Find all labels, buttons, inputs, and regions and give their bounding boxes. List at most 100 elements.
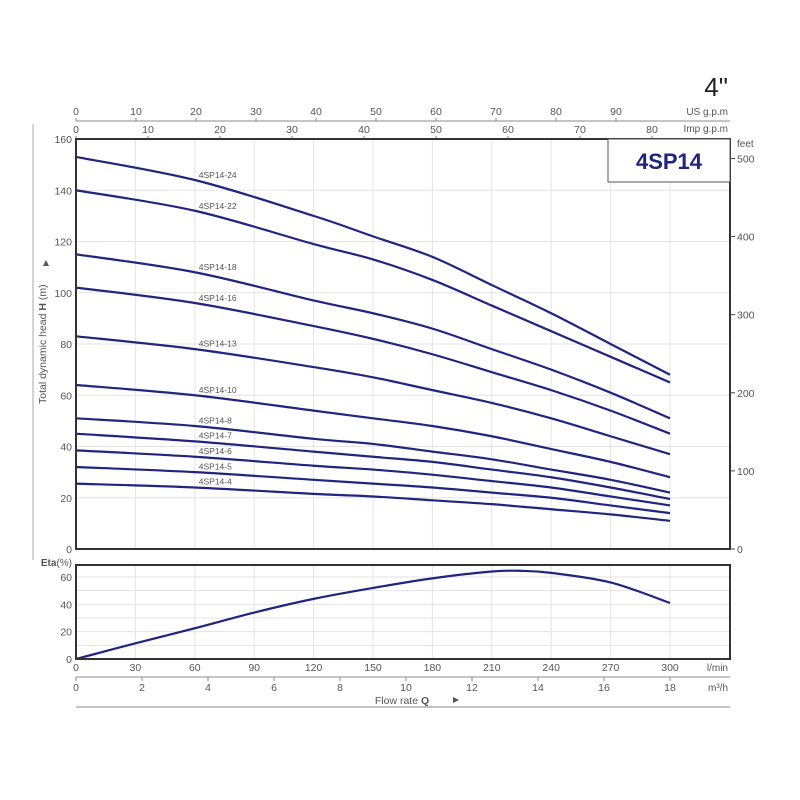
head-curve: [75, 432, 671, 501]
feet-label: feet: [737, 139, 754, 150]
curve-label: 4SP14-6: [199, 446, 232, 456]
model-label: 4SP14: [636, 149, 703, 174]
svg-text:60: 60: [60, 572, 72, 584]
head-curve: [75, 417, 671, 494]
svg-text:120: 120: [305, 662, 323, 674]
svg-text:2: 2: [139, 682, 145, 694]
svg-text:8: 8: [337, 682, 343, 694]
svg-text:200: 200: [737, 388, 755, 400]
curve-label: 4SP14-10: [199, 385, 237, 395]
feet-axis-right: 0 100 200 300 400 500 feet: [730, 139, 755, 556]
svg-text:0: 0: [737, 544, 743, 556]
svg-text:30: 30: [250, 106, 262, 118]
svg-text:60: 60: [430, 106, 442, 118]
head-curve: [75, 335, 671, 456]
svg-text:180: 180: [424, 662, 442, 674]
svg-text:40: 40: [60, 442, 72, 454]
svg-text:50: 50: [430, 124, 442, 136]
head-plot-frame: [75, 138, 731, 550]
svg-text:0: 0: [66, 654, 72, 666]
curve-label: 4SP14-7: [199, 431, 232, 441]
svg-text:270: 270: [602, 662, 620, 674]
curve-label: 4SP14-18: [199, 262, 237, 272]
svg-text:160: 160: [54, 134, 72, 146]
svg-text:140: 140: [54, 185, 72, 197]
curve-label: 4SP14-13: [199, 339, 237, 349]
us-gpm-label: US g.p.m: [686, 107, 728, 118]
svg-text:0: 0: [73, 662, 79, 674]
svg-text:400: 400: [737, 232, 755, 244]
axis-arrow-icon: [453, 697, 459, 703]
svg-text:80: 80: [60, 339, 72, 351]
svg-text:80: 80: [646, 124, 658, 136]
curve-label: 4SP14-16: [199, 293, 237, 303]
svg-text:100: 100: [54, 288, 72, 300]
top-flow-axes: 0 10 20 30 40 50 60 70 80 90 US g.p.m0 10 20 30 40 50 60…: [73, 106, 730, 139]
curve-label: 4SP14-5: [199, 461, 232, 471]
svg-text:70: 70: [490, 106, 502, 118]
curve-label: 4SP14-4: [199, 477, 232, 487]
flow-axis-label: Flow rate Q: [375, 695, 429, 707]
svg-text:20: 20: [60, 627, 72, 639]
curve-label: 4SP14-22: [199, 201, 237, 211]
bottom-flow-axes: 0 30 60 90 120 150 180 210 240 270 300 l/min 0 2 4 6 8 10…: [73, 662, 730, 708]
svg-text:120: 120: [54, 237, 72, 249]
svg-text:16: 16: [598, 682, 610, 694]
svg-text:20: 20: [214, 124, 226, 136]
svg-text:70: 70: [574, 124, 586, 136]
head-axis-left: 0 20 40 60 80 100 120 140 160 Total dynamic head …: [32, 124, 72, 560]
header: 4": [704, 72, 728, 102]
svg-text:6: 6: [271, 682, 277, 694]
head-axis-label: Total dynamic head H (m): [37, 284, 49, 404]
svg-text:60: 60: [189, 662, 201, 674]
svg-text:210: 210: [483, 662, 501, 674]
svg-text:60: 60: [60, 390, 72, 402]
svg-text:90: 90: [610, 106, 622, 118]
svg-text:500: 500: [737, 153, 755, 165]
svg-text:60: 60: [502, 124, 514, 136]
model-label-box: 4SP14: [607, 138, 731, 183]
head-curve: [75, 449, 671, 507]
svg-text:18: 18: [664, 682, 676, 694]
svg-text:30: 30: [130, 662, 142, 674]
curve-label: 4SP14-24: [199, 170, 237, 180]
svg-text:0: 0: [73, 106, 79, 118]
svg-text:10: 10: [130, 106, 142, 118]
svg-text:30: 30: [286, 124, 298, 136]
m3h-label: m³/h: [708, 683, 728, 694]
svg-text:20: 20: [60, 493, 72, 505]
head-curve: [75, 253, 671, 420]
svg-text:0: 0: [66, 544, 72, 556]
svg-text:10: 10: [400, 682, 412, 694]
head-curve: [75, 189, 671, 384]
head-curve: [75, 286, 671, 435]
head-curves: 4SP14-24 4SP14-22 4SP14-18 4SP14-16 4SP14-13…: [75, 155, 671, 522]
head-curve: [75, 155, 671, 376]
svg-text:0: 0: [73, 682, 79, 694]
svg-text:80: 80: [550, 106, 562, 118]
svg-text:90: 90: [248, 662, 260, 674]
head-curve: [75, 465, 671, 515]
head-curve: [75, 383, 671, 479]
eta-axis-label: Eta(%): [41, 558, 72, 569]
svg-text:4: 4: [205, 682, 211, 694]
svg-text:0: 0: [73, 124, 79, 136]
efficiency-plot: 0 20 40 60 Eta(%): [41, 558, 731, 666]
efficiency-curve: [75, 569, 671, 661]
axis-arrow-icon: [43, 260, 49, 266]
svg-text:40: 40: [358, 124, 370, 136]
svg-text:14: 14: [532, 682, 544, 694]
svg-text:40: 40: [310, 106, 322, 118]
svg-text:100: 100: [737, 466, 755, 478]
svg-text:240: 240: [542, 662, 560, 674]
svg-text:300: 300: [661, 662, 679, 674]
svg-text:40: 40: [60, 599, 72, 611]
svg-text:20: 20: [190, 106, 202, 118]
svg-text:10: 10: [142, 124, 154, 136]
svg-text:50: 50: [370, 106, 382, 118]
lmin-label: l/min: [707, 663, 728, 674]
head-curve: [75, 482, 671, 522]
svg-text:150: 150: [364, 662, 382, 674]
size-label: 4": [704, 72, 728, 102]
